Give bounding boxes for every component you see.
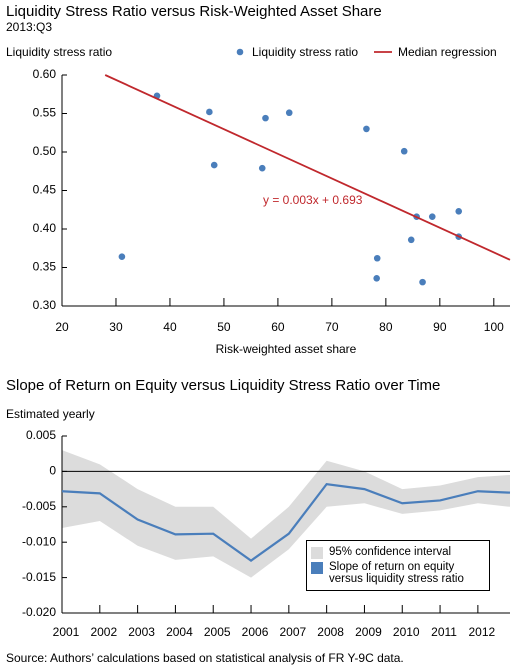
y-tick-label: 0.45	[33, 183, 57, 197]
y-tick-label: 0.55	[33, 106, 57, 120]
x-tick-label: 30	[109, 320, 123, 334]
source: Source: Authors’ calculations based on s…	[6, 651, 404, 665]
x-tick-label: 2009	[355, 625, 382, 639]
x-tick-label: 50	[217, 320, 231, 334]
point	[285, 109, 293, 117]
x-tick-label: 80	[379, 320, 393, 334]
legend: 95% confidence interval Slope of return o…	[306, 540, 490, 591]
point	[428, 213, 436, 220]
regression-line	[104, 74, 511, 261]
y-tick-label: 0.60	[33, 67, 57, 81]
point	[118, 253, 126, 261]
y-axis-label: Estimated yearly	[6, 407, 95, 421]
chart-title: Slope of Return on Equity versus Liquidi…	[6, 377, 440, 394]
point	[373, 254, 381, 262]
point	[373, 274, 380, 282]
y-tick-label: 0.30	[33, 298, 57, 312]
point	[455, 207, 463, 215]
x-tick-label: 40	[163, 320, 177, 334]
legend-item: Slope of return on equity versus liquidi…	[311, 561, 485, 585]
legend-label: Slope of return on equity versus liquidi…	[329, 561, 464, 585]
y-tick-label: 0.50	[33, 144, 57, 158]
x-tick-label: 2006	[242, 625, 269, 639]
annotation: y = 0.003x + 0.693	[263, 193, 363, 207]
y-tick-label: -0.005	[22, 499, 56, 513]
x-tick-label: 2011	[431, 625, 457, 639]
x-tick-label: 90	[433, 320, 447, 334]
legend-label: 95% confidence interval	[329, 546, 452, 558]
y-tick-label: 0	[49, 464, 56, 478]
point	[407, 236, 415, 244]
chart-subtitle: 2013:Q3	[6, 20, 52, 34]
chart-title: Liquidity Stress Ratio versus Risk-Weigh…	[6, 3, 382, 20]
point	[262, 114, 269, 122]
x-tick-label: 70	[325, 320, 339, 334]
legend-label: Liquidity stress ratio	[252, 45, 358, 59]
point	[258, 164, 266, 172]
point	[210, 161, 218, 169]
x-tick-label: 2004	[166, 625, 193, 639]
x-tick-label: 2007	[279, 625, 306, 639]
y-tick-label: 0.35	[33, 260, 57, 274]
point	[419, 278, 426, 286]
point	[400, 147, 408, 155]
legend-swatch	[311, 562, 323, 574]
x-tick-label: 2001	[53, 625, 80, 639]
y-tick-label: 0.40	[33, 221, 57, 235]
point	[206, 108, 213, 116]
line	[61, 482, 511, 562]
x-tick-label: 2008	[317, 625, 344, 639]
y-axis-label: Liquidity stress ratio	[6, 45, 112, 59]
x-tick-label: 2002	[90, 625, 117, 639]
x-tick-label: 20	[55, 320, 69, 334]
y-tick-label: -0.015	[22, 570, 56, 584]
y-tick-label: -0.010	[22, 534, 56, 548]
x-tick-label: 2005	[204, 625, 231, 639]
confidence-band	[62, 450, 510, 578]
y-tick-label: -0.020	[22, 605, 56, 619]
legend-item: 95% confidence interval	[311, 546, 485, 559]
point	[363, 125, 370, 133]
legend-label: Median regression	[398, 45, 497, 59]
x-tick-label: 2012	[469, 625, 496, 639]
x-tick-label: 2010	[393, 625, 420, 639]
y-tick-label: 0.005	[26, 428, 56, 442]
x-tick-label: 60	[271, 320, 285, 334]
legend-swatch	[311, 547, 323, 559]
x-axis-label: Risk-weighted asset share	[216, 342, 357, 356]
x-tick-label: 100	[484, 320, 504, 334]
legend-marker	[236, 48, 244, 56]
x-tick-label: 2003	[128, 625, 155, 639]
